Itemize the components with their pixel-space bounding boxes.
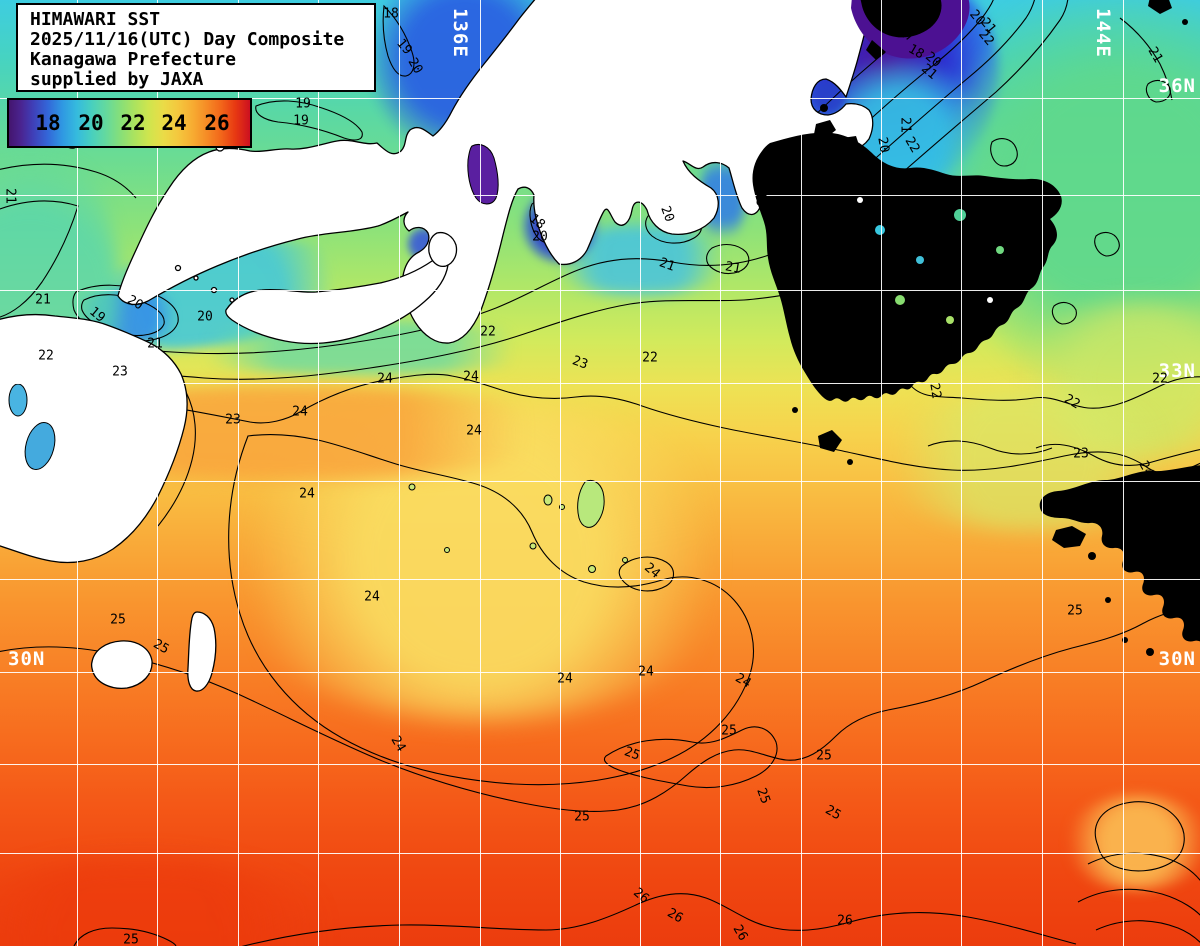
tanegashima-island	[187, 611, 217, 692]
colorbar-tick-label: 26	[204, 111, 230, 135]
yakushima-island	[90, 640, 153, 689]
seto-islet	[193, 275, 199, 281]
seto-islet	[174, 264, 182, 272]
cloud-missing-data-layer	[752, 0, 1200, 656]
colorbar-tick-label: 24	[161, 111, 187, 135]
title-box: HIMAWARI SST 2025/11/16(UTC) Day Composi…	[16, 3, 376, 92]
cloud-main-blob	[752, 132, 1062, 402]
awaji-island	[428, 231, 458, 268]
temperature-colorbar: 18 20 22 24 26	[7, 98, 252, 148]
colorbar-tick-label: 18	[35, 111, 61, 135]
product-title: HIMAWARI SST	[30, 9, 161, 30]
colorbar-tick-label: 20	[78, 111, 104, 135]
product-source: supplied by JAXA	[30, 69, 204, 90]
shikoku-island	[225, 256, 449, 345]
colorbar-tick-label: 22	[120, 111, 146, 135]
izu-islands	[408, 479, 628, 573]
cloud-right-blob	[1039, 465, 1200, 642]
product-date: 2025/11/16(UTC) Day Composite	[30, 29, 345, 50]
seto-islet	[210, 286, 218, 294]
product-region: Kanagawa Prefecture	[30, 49, 236, 70]
seto-islet	[229, 297, 235, 303]
